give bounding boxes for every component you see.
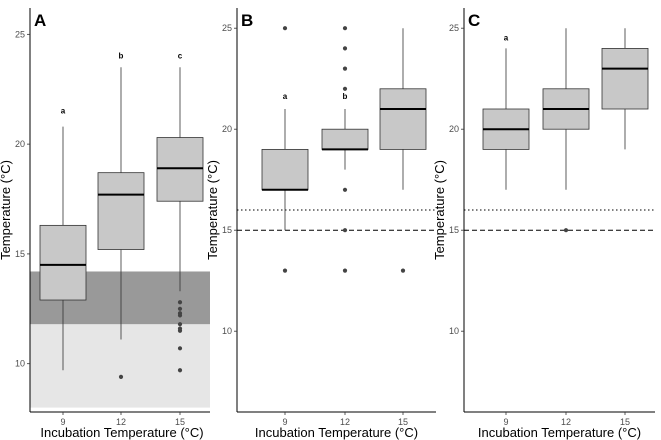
x-tick-label: 9 bbox=[60, 417, 65, 427]
x-tick-label: 12 bbox=[340, 417, 350, 427]
box-iqr bbox=[379, 88, 427, 150]
band-0 bbox=[30, 324, 210, 408]
box-12 bbox=[97, 67, 145, 379]
y-tick-label: 15 bbox=[15, 249, 25, 259]
x-tick-label: 9 bbox=[282, 417, 287, 427]
box-iqr bbox=[39, 224, 87, 301]
outlier-point bbox=[177, 368, 183, 373]
y-tick-label: 20 bbox=[15, 139, 25, 149]
outlier-point bbox=[282, 26, 288, 31]
panel-label: C bbox=[468, 11, 480, 30]
outlier-point bbox=[342, 66, 348, 71]
outlier-point bbox=[342, 228, 348, 233]
y-tick-label: 15 bbox=[222, 225, 232, 235]
outlier-point bbox=[177, 313, 183, 318]
box-iqr bbox=[97, 172, 145, 250]
outlier-point bbox=[342, 26, 348, 31]
outlier-point bbox=[342, 187, 348, 192]
outlier-point bbox=[342, 268, 348, 273]
x-tick-label: 12 bbox=[116, 417, 126, 427]
x-tick-label: 15 bbox=[620, 417, 630, 427]
y-tick-label: 20 bbox=[449, 124, 459, 134]
x-tick-label: 9 bbox=[503, 417, 508, 427]
box-iqr bbox=[261, 148, 309, 191]
significance-letter-9: a bbox=[283, 92, 288, 101]
box-iqr bbox=[321, 128, 369, 150]
significance-letter-15: c bbox=[178, 52, 183, 61]
y-tick-label: 10 bbox=[15, 359, 25, 369]
significance-letter-9: a bbox=[61, 106, 66, 115]
y-tick-label: 10 bbox=[222, 326, 232, 336]
box-12 bbox=[542, 28, 590, 233]
significance-letter-9: a bbox=[504, 33, 509, 42]
outlier-point bbox=[342, 46, 348, 51]
y-axis-title: Temperature (°C) bbox=[432, 160, 447, 260]
panel-label: A bbox=[34, 11, 46, 30]
outlier-point bbox=[177, 322, 183, 327]
y-tick-label: 25 bbox=[449, 23, 459, 33]
box-9 bbox=[39, 126, 87, 371]
x-tick-label: 12 bbox=[561, 417, 571, 427]
outlier-point bbox=[177, 306, 183, 311]
y-axis-title: Temperature (°C) bbox=[205, 160, 220, 260]
outlier-point bbox=[342, 86, 348, 91]
outlier-point bbox=[282, 268, 288, 273]
panel-label: B bbox=[241, 11, 253, 30]
outlier-point bbox=[118, 374, 124, 379]
x-axis-title: Incubation Temperature (°C) bbox=[255, 425, 418, 440]
box-iqr bbox=[156, 137, 204, 202]
y-tick-label: 10 bbox=[449, 326, 459, 336]
significance-letter-12: b bbox=[343, 92, 348, 101]
x-axis-title: Incubation Temperature (°C) bbox=[478, 425, 641, 440]
x-tick-label: 15 bbox=[398, 417, 408, 427]
x-tick-label: 15 bbox=[175, 417, 185, 427]
outlier-point bbox=[177, 328, 183, 333]
y-tick-label: 15 bbox=[449, 225, 459, 235]
box-15 bbox=[379, 28, 427, 273]
outlier-point bbox=[400, 268, 406, 273]
outlier-point bbox=[177, 346, 183, 351]
significance-letter-12: b bbox=[119, 52, 124, 61]
y-axis-title: Temperature (°C) bbox=[0, 160, 13, 260]
box-15 bbox=[601, 28, 649, 150]
x-axis-title: Incubation Temperature (°C) bbox=[40, 425, 203, 440]
y-tick-label: 25 bbox=[222, 23, 232, 33]
box-iqr bbox=[601, 48, 649, 110]
outlier-point bbox=[563, 228, 569, 233]
box-15 bbox=[156, 67, 204, 373]
y-tick-label: 25 bbox=[15, 29, 25, 39]
outlier-point bbox=[177, 300, 183, 305]
box-12 bbox=[321, 26, 369, 273]
y-tick-label: 20 bbox=[222, 124, 232, 134]
box-9 bbox=[261, 26, 309, 273]
box-9 bbox=[482, 48, 530, 190]
